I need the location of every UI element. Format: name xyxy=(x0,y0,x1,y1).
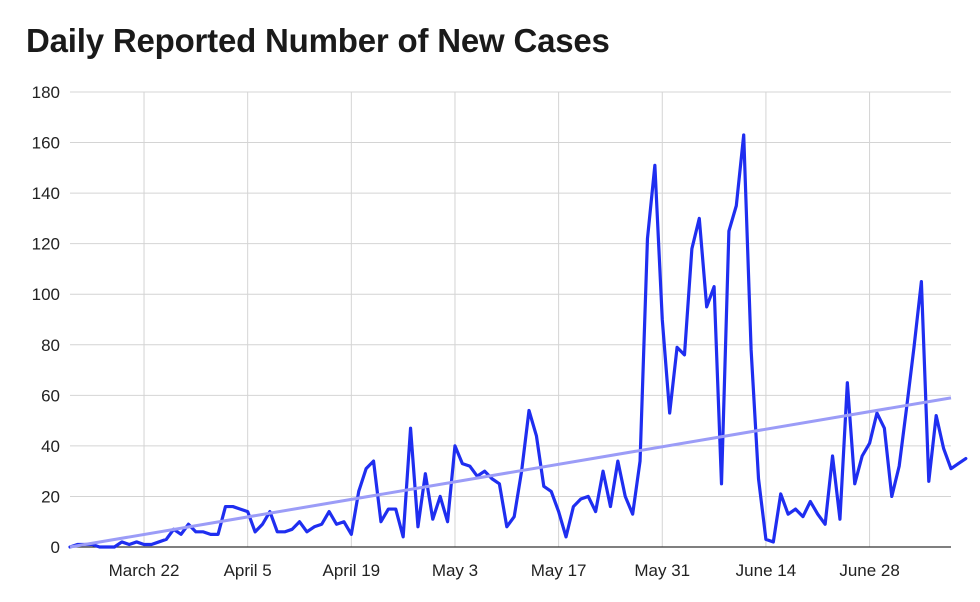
x-tick-label: June 28 xyxy=(839,561,900,580)
y-tick-label: 0 xyxy=(51,538,60,557)
x-tick-label: May 31 xyxy=(634,561,690,580)
y-tick-label: 180 xyxy=(32,83,60,102)
data-series xyxy=(68,133,968,549)
trendline xyxy=(69,396,952,549)
y-tick-label: 120 xyxy=(32,235,60,254)
x-tick-label: April 5 xyxy=(224,561,272,580)
x-tick-label: April 19 xyxy=(323,561,381,580)
grid-lines xyxy=(70,91,951,548)
y-tick-label: 140 xyxy=(32,184,60,203)
y-axis-tick-labels: 0 20 40 60 80 100 120 140 160 180 xyxy=(32,83,60,557)
y-tick-label: 20 xyxy=(41,487,60,506)
y-tick-label: 160 xyxy=(32,134,60,153)
y-tick-label: 100 xyxy=(32,285,60,304)
y-tick-label: 60 xyxy=(41,386,60,405)
x-tick-label: May 3 xyxy=(432,561,478,580)
x-tick-label: March 22 xyxy=(109,561,180,580)
y-tick-label: 80 xyxy=(41,336,60,355)
y-tick-label: 40 xyxy=(41,437,60,456)
chart-title: Daily Reported Number of New Cases xyxy=(26,22,610,59)
daily-cases-line xyxy=(68,133,968,549)
x-tick-label: June 14 xyxy=(736,561,797,580)
x-tick-label: May 17 xyxy=(531,561,587,580)
x-axis-tick-labels: March 22 April 5 April 19 May 3 May 17 May 31… xyxy=(109,561,900,580)
